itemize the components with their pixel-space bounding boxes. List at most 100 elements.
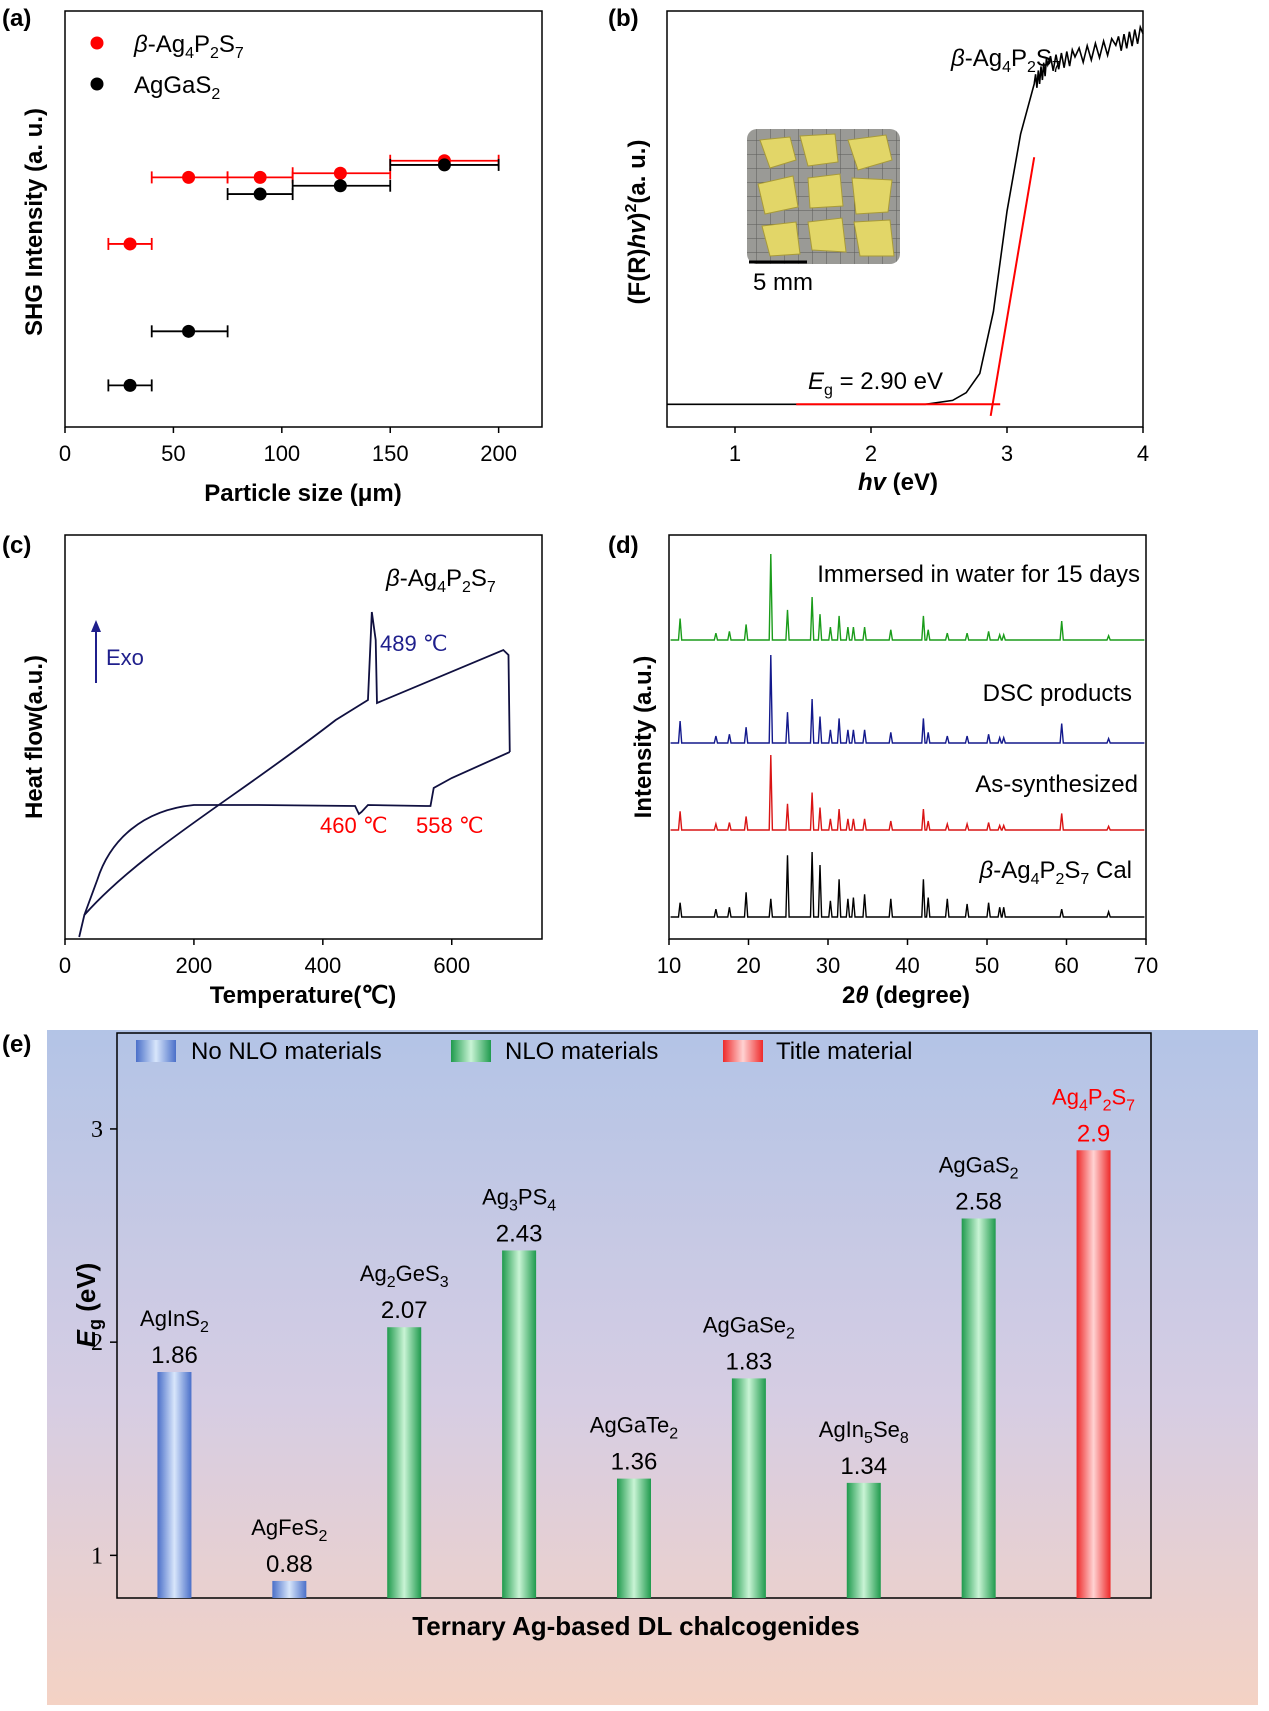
bar	[617, 1478, 651, 1598]
axes-frame-a	[64, 10, 543, 428]
x-tick-label-d: 40	[895, 953, 919, 978]
bar	[387, 1327, 422, 1598]
bar	[961, 1218, 996, 1598]
x-tick-label-d: 20	[736, 953, 760, 978]
compound-label-c: β-Ag4P2S7	[385, 565, 496, 596]
y-axis-title-b: (F(R)hv)2(a. u.)	[623, 140, 651, 305]
bar-category-label: AgIn5Se8	[819, 1417, 909, 1447]
data-point	[333, 166, 347, 180]
x-tick-label-d: 10	[657, 953, 681, 978]
panel-label-e: (e)	[2, 1031, 31, 1058]
peak-label: 558 ℃	[416, 813, 484, 838]
x-axis-title-d: 2θ (degree)	[842, 982, 970, 1009]
data-point	[123, 237, 137, 251]
x-axis-title-b: hv (eV)	[858, 469, 938, 496]
series-label-dsc: DSC products	[983, 680, 1132, 707]
panel-d-xrd: 10 20 30 40 50 60 70 Immersed in water for 15 …	[630, 534, 1158, 1009]
bar-value-label: 1.36	[611, 1449, 658, 1476]
y-tick-label-e: 2	[91, 1330, 103, 1356]
bar-value-label: 2.43	[496, 1220, 543, 1247]
absorption-curve	[667, 24, 1144, 406]
x-tick-label-a: 100	[263, 441, 300, 466]
series-label-as-synth: As-synthesized	[975, 771, 1138, 798]
bar-value-label: 1.86	[151, 1342, 198, 1369]
bar	[157, 1372, 192, 1598]
data-point	[182, 170, 196, 184]
x-tick-label-b: 4	[1137, 441, 1149, 466]
bar-value-label: 2.58	[955, 1188, 1002, 1215]
legend-label-no-nlo: No NLO materials	[191, 1038, 382, 1065]
x-tick-label-c: 400	[304, 953, 341, 978]
x-axis-title-e: Ternary Ag-based DL chalcogenides	[412, 1611, 859, 1641]
bar-category-label: Ag4P2S7	[1052, 1084, 1135, 1114]
x-tick-label-c: 600	[433, 953, 470, 978]
legend-e: No NLO materials NLO materials Title mat…	[136, 1038, 912, 1065]
y-tick-label-e: 1	[91, 1543, 103, 1569]
data-point	[253, 170, 267, 184]
bar-category-label: AgGaTe2	[590, 1413, 679, 1443]
peak-label: 460 ℃	[320, 813, 388, 838]
panel-e-background	[47, 1030, 1258, 1705]
bar-category-label: AgFeS2	[251, 1515, 327, 1545]
xrd-pattern	[670, 754, 1145, 831]
series-label-water: Immersed in water for 15 days	[817, 561, 1140, 588]
crystal-photo-inset: 5 mm	[747, 129, 900, 296]
x-tick-label-d: 50	[975, 953, 999, 978]
y-axis-title-a: SHG Intensity (a. u.)	[21, 108, 48, 336]
x-tick-label-c: 0	[59, 953, 71, 978]
legend-a: β-Ag4P2S7 AgGaS2	[90, 31, 244, 103]
peak-label: 489 ℃	[380, 631, 448, 656]
x-tick-label-c: 200	[176, 953, 213, 978]
xrd-pattern	[670, 553, 1145, 641]
y-axis-title-d: Intensity (a.u.)	[630, 656, 657, 819]
legend-label-title: Title material	[776, 1038, 912, 1065]
tangent-fit-line	[989, 157, 1036, 417]
x-tick-label-b: 1	[729, 441, 741, 466]
x-tick-label-b: 2	[865, 441, 877, 466]
x-axis-title-c: Temperature(℃)	[210, 982, 397, 1009]
cooling-curve	[83, 751, 511, 916]
x-tick-label-d: 70	[1134, 953, 1158, 978]
x-axis-title-a: Particle size (μm)	[204, 480, 401, 507]
exo-label: Exo	[106, 645, 144, 670]
bar	[846, 1482, 881, 1598]
heating-curve	[78, 611, 511, 938]
bar-value-label: 2.07	[381, 1297, 428, 1324]
data-point	[123, 378, 137, 392]
svg-text:AgGaS2: AgGaS2	[134, 72, 220, 103]
x-tick-label-a: 0	[59, 441, 71, 466]
panel-e-bandgap-bars: 1 2 3 1.86 AgInS2 0.88 AgFeS2 2.07 Ag2GeS3 2.43 A…	[47, 1030, 1258, 1705]
bar-category-label: Ag3PS4	[482, 1184, 556, 1214]
data-point	[253, 187, 267, 201]
svg-text:β-Ag4P2S7: β-Ag4P2S7	[133, 31, 244, 62]
data-point	[182, 324, 196, 338]
bar-category-label: Ag2GeS3	[360, 1261, 449, 1291]
bar	[1076, 1150, 1111, 1598]
y-axis-title-c: Heat flow(a.u.)	[21, 655, 48, 819]
panel-c-dsc: 0 200 400 600 489 ℃ 460 ℃ 558 ℃ β-Ag4P2S7 Exo…	[21, 534, 543, 1009]
bar-value-label: 1.34	[840, 1453, 887, 1480]
bar-category-label: AgGaS2	[939, 1152, 1019, 1182]
legend-label-nlo: NLO materials	[505, 1038, 658, 1065]
panel-a-shg: 0 50 100 150 200 β-Ag4P2S7 AgGaS2 Particle s…	[21, 10, 543, 507]
bar-value-label: 0.88	[266, 1551, 313, 1578]
data-point	[437, 158, 451, 172]
bar	[272, 1580, 307, 1598]
xrd-pattern	[670, 654, 1145, 744]
x-tick-label-a: 50	[161, 441, 185, 466]
compound-label-b: β-Ag4P2S7	[950, 45, 1061, 76]
inset-scale-label: 5 mm	[753, 269, 813, 296]
x-tick-label-d: 30	[816, 953, 840, 978]
axes-frame-b	[666, 10, 1144, 428]
bar	[502, 1250, 537, 1598]
y-axis-title-e: Eg (eV)	[71, 1263, 105, 1348]
panel-label-d: (d)	[608, 532, 639, 559]
bandgap-annotation: Eg = 2.90 eV	[808, 368, 943, 399]
panel-label-a: (a)	[2, 5, 31, 32]
y-tick-label-e: 3	[91, 1117, 103, 1143]
bar-value-label: 2.9	[1077, 1120, 1110, 1147]
bar	[731, 1378, 766, 1598]
x-tick-label-a: 200	[480, 441, 517, 466]
bar-category-label: AgInS2	[140, 1306, 209, 1336]
